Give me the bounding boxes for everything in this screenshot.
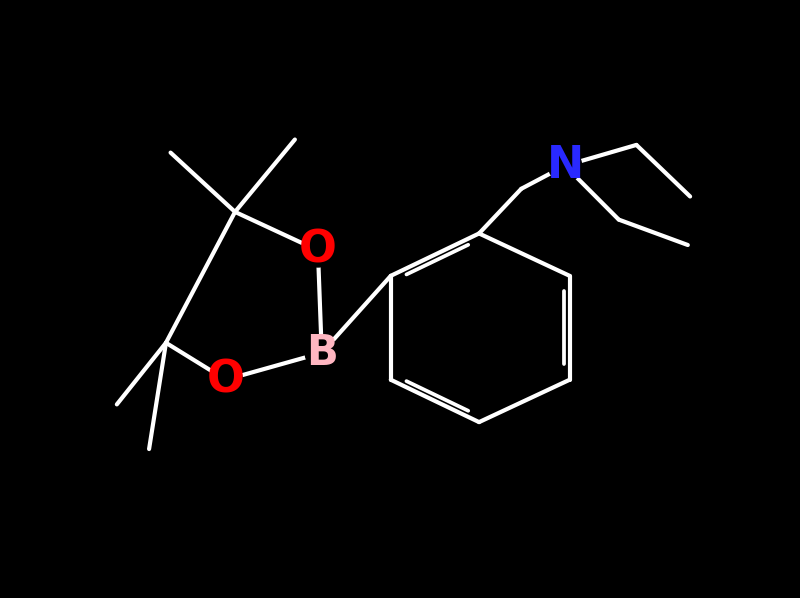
Circle shape xyxy=(549,149,582,182)
Text: B: B xyxy=(306,332,338,374)
Text: N: N xyxy=(546,144,584,187)
Circle shape xyxy=(210,363,242,396)
Text: O: O xyxy=(207,358,245,401)
Text: O: O xyxy=(299,229,337,272)
Circle shape xyxy=(302,234,334,267)
Circle shape xyxy=(305,336,338,370)
